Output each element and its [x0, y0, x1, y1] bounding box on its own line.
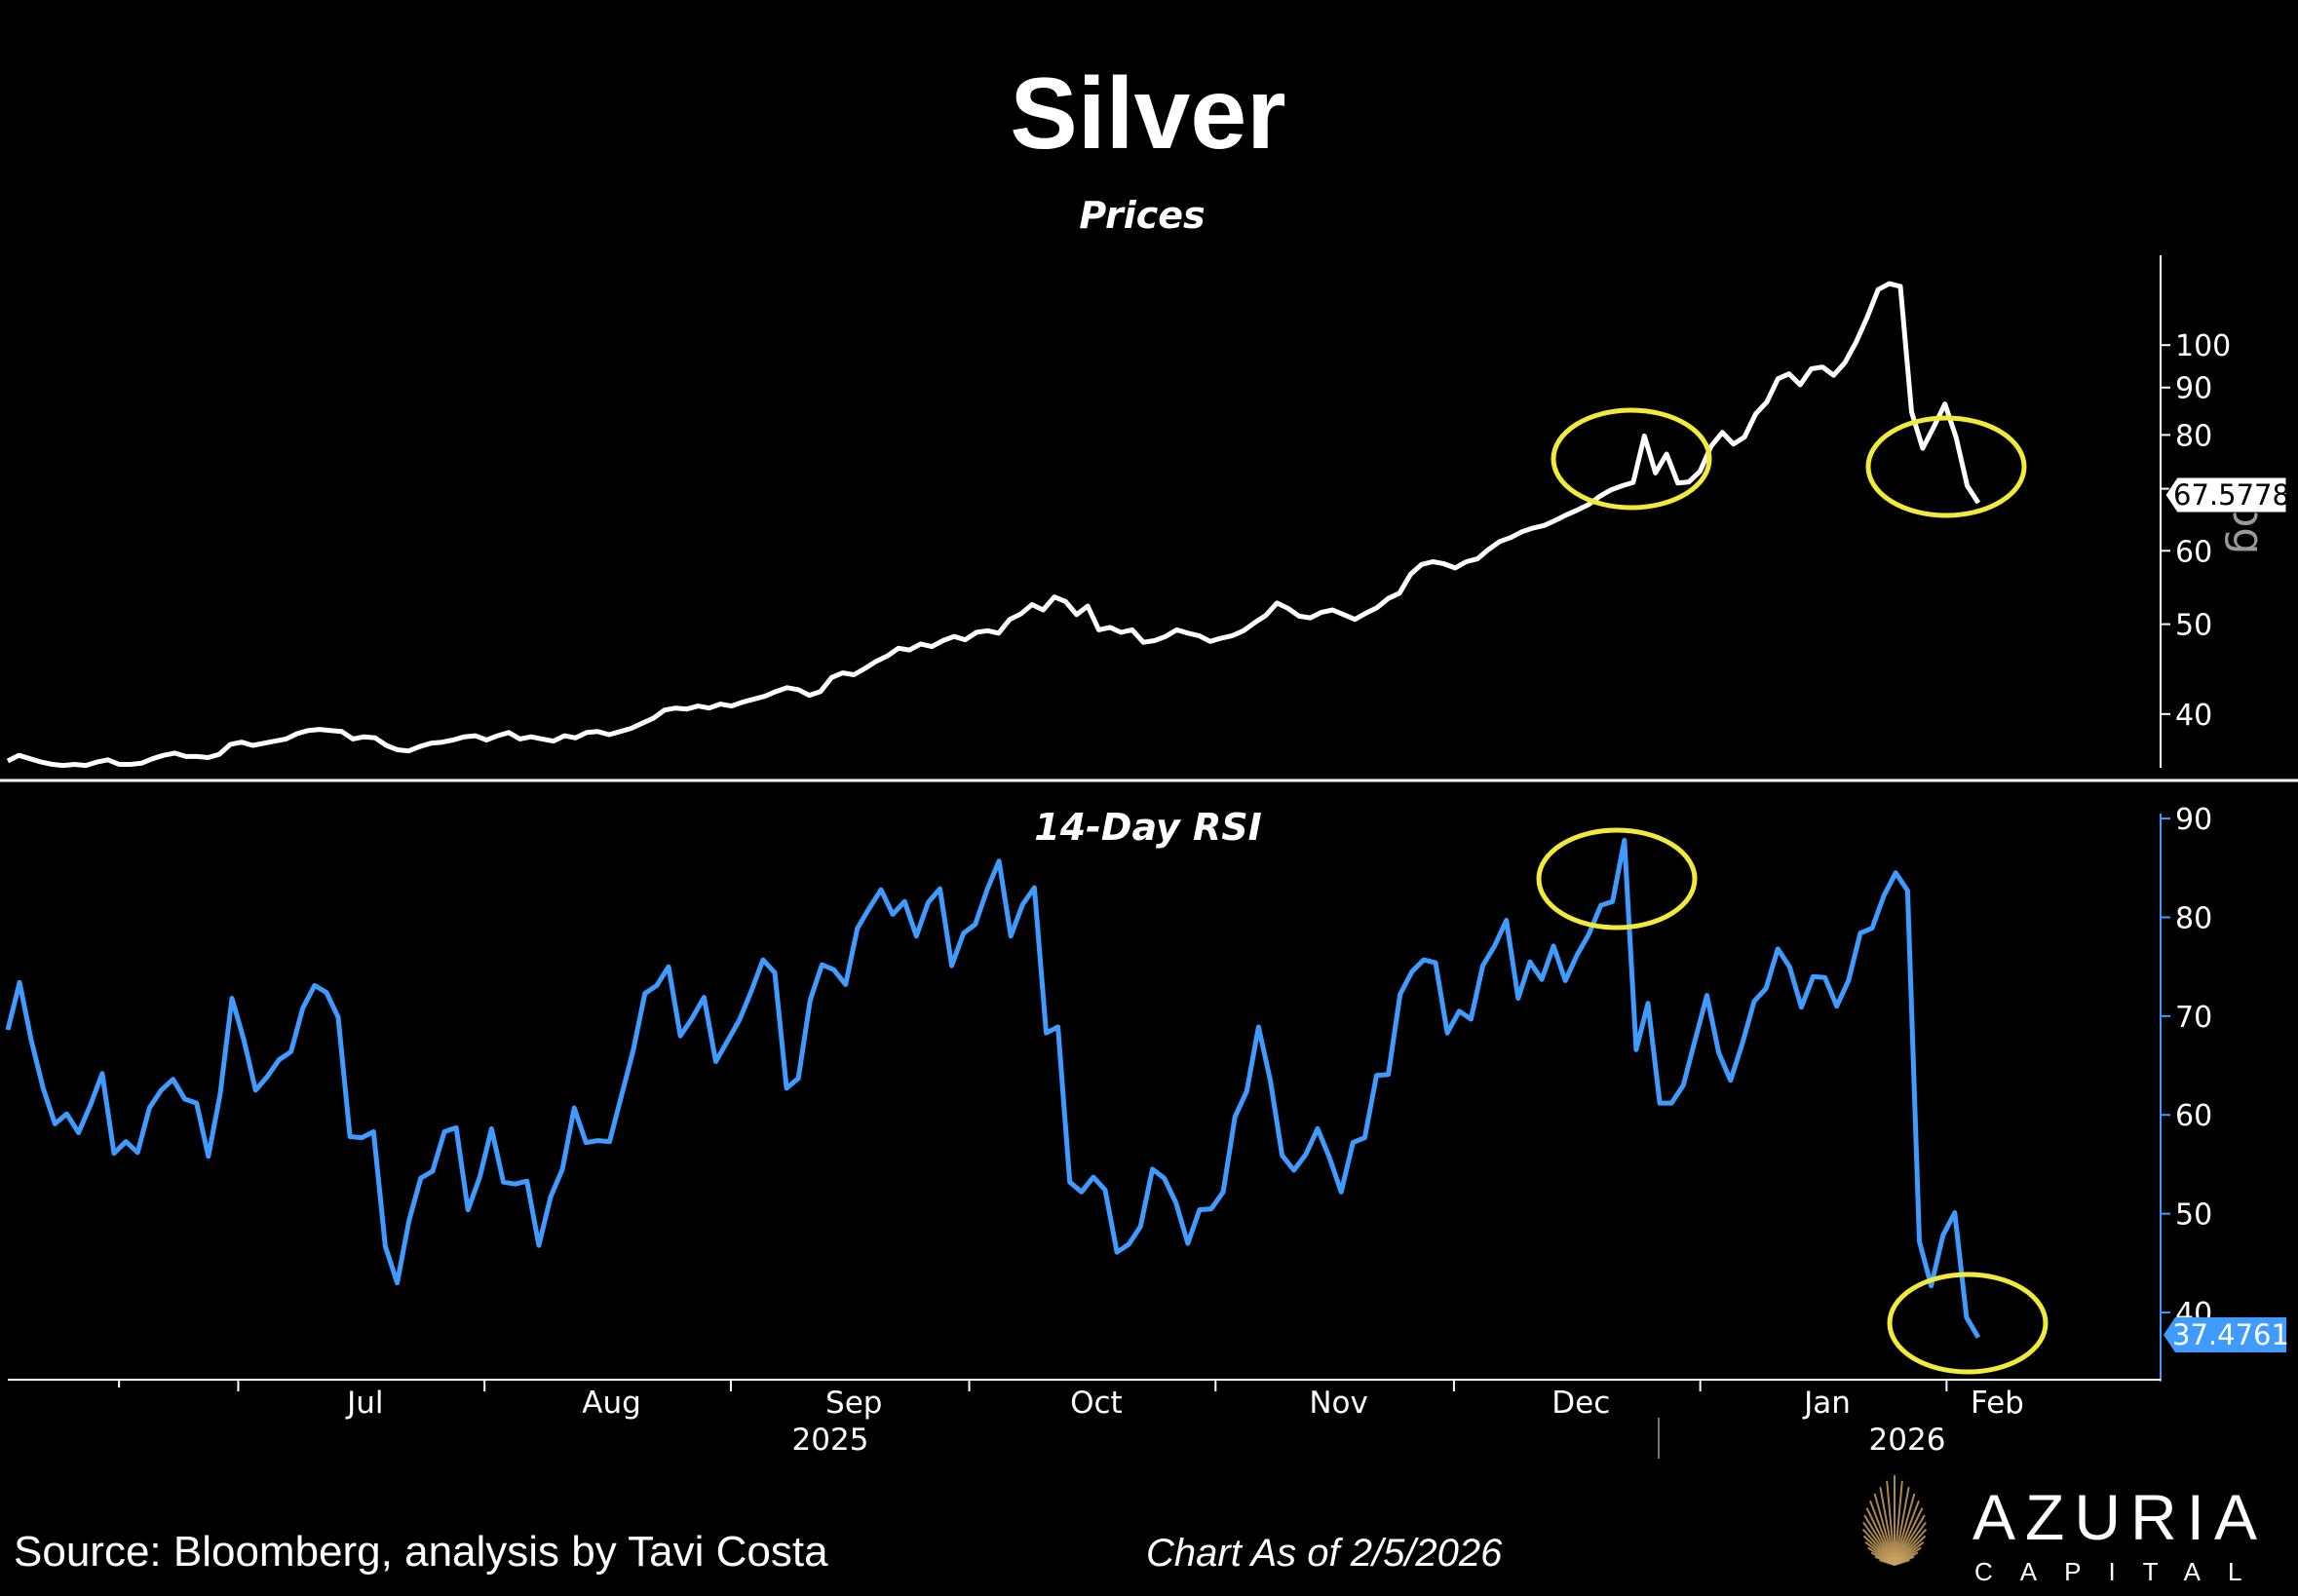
price-last-value-tag: 67.5778 — [2164, 476, 2290, 513]
price-series-line — [6, 281, 1981, 769]
x-tick-label: Sep — [825, 1386, 882, 1421]
brand-ray — [1886, 1480, 1896, 1566]
rsi-tick-label: 80 — [2175, 901, 2212, 935]
highlight-circle-feb-rsi — [1887, 1272, 2049, 1375]
rsi-last-value-box — [2164, 1317, 2286, 1352]
prices-panel-title: Prices — [1079, 194, 1205, 237]
brand-ray — [1879, 1486, 1896, 1566]
year-label-2026: 2026 — [1869, 1423, 1946, 1458]
price-last-value-label: 67.5778 — [2173, 478, 2290, 512]
price-tick-group: 405060708090100 — [2161, 329, 2231, 733]
highlight-circle-dec-price — [1551, 407, 1712, 511]
rsi-series-line — [5, 837, 1981, 1339]
x-tick-label: Nov — [1309, 1386, 1368, 1421]
brand-ray — [1894, 1486, 1910, 1566]
x-tick-label: Dec — [1551, 1386, 1610, 1421]
rsi-last-value-label: 37.4761 — [2172, 1318, 2289, 1351]
highlight-circle-feb-price — [1865, 415, 2027, 518]
price-tick-label: 50 — [2175, 609, 2212, 643]
brand-ray — [1869, 1500, 1896, 1566]
brand-name: AZURIA — [1972, 1481, 2267, 1553]
rsi-tick-label: 90 — [2175, 803, 2212, 837]
x-tick-label: Aug — [582, 1386, 641, 1421]
brand-rays-icon — [1861, 1475, 1928, 1566]
footer-date: Chart As of 2/5/2026 — [1146, 1532, 1503, 1575]
rsi-tick-label: 60 — [2175, 1099, 2212, 1133]
price-tick-label: 90 — [2175, 372, 2212, 406]
brand-logo: AZURIA CAPITAL — [1861, 1475, 2269, 1586]
x-tick-label: Feb — [1971, 1386, 2024, 1421]
footer-source: Source: Bloomberg, analysis by Tavi Cost… — [14, 1528, 828, 1576]
brand-ray — [1873, 1493, 1896, 1566]
highlight-circles — [1536, 407, 2049, 1375]
brand-ray — [1894, 1559, 1910, 1566]
highlight-circle-dec-rsi — [1536, 827, 1698, 931]
year-label-2025: 2025 — [792, 1423, 869, 1458]
rsi-last-value-tag: 37.4761 — [2164, 1317, 2289, 1352]
rsi-panel-title: 14-Day RSI — [1034, 806, 1261, 849]
page-title: Silver — [1010, 57, 1285, 171]
price-last-value-box — [2164, 476, 2287, 513]
x-tick-label: Jul — [345, 1386, 383, 1421]
brand-sub: CAPITAL — [1974, 1557, 2269, 1586]
rsi-tick-label: 70 — [2175, 1001, 2212, 1035]
x-tick-label: Jan — [1802, 1386, 1851, 1421]
rsi-tick-label: 50 — [2175, 1198, 2212, 1233]
price-tick-label: 100 — [2175, 329, 2231, 363]
brand-ray — [1894, 1480, 1903, 1566]
x-axis-labels: Jul Aug Sep Oct Nov Dec Jan Feb — [118, 1380, 2024, 1421]
price-tick-label: 40 — [2175, 699, 2212, 733]
x-tick-label: Oct — [1070, 1386, 1123, 1421]
brand-ray — [1894, 1493, 1916, 1566]
price-tick-label: 60 — [2175, 535, 2212, 569]
price-tick-label: 80 — [2175, 419, 2212, 453]
brand-ray — [1894, 1500, 1920, 1566]
